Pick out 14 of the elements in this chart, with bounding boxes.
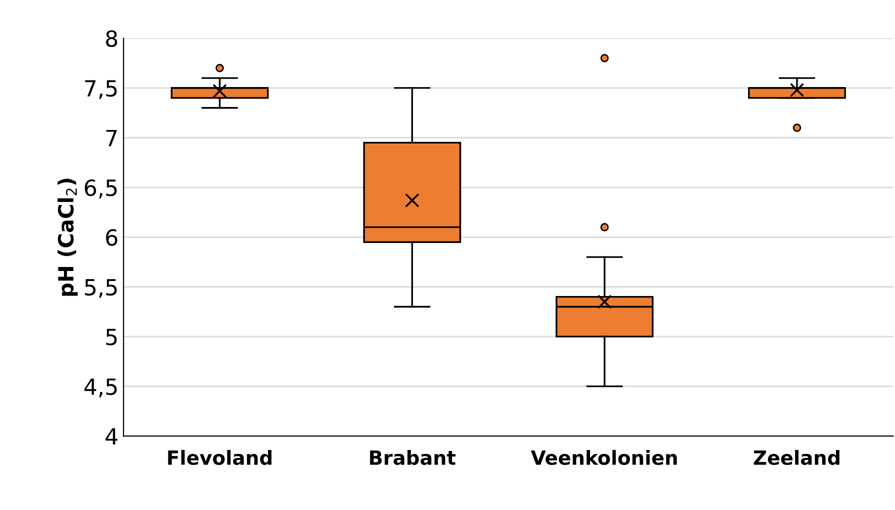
y-tick-label: 5 [106, 328, 117, 346]
y-axis-title: pH (CaCl$_{2}$) [58, 178, 78, 296]
y-tick-label: 4 [106, 428, 118, 444]
y-tick-label: 4,5 [84, 378, 117, 398]
y-tick-label: 8 [106, 30, 118, 48]
x-tick-label: Brabant [370, 450, 456, 465]
x-tick-label: Zeeland [754, 450, 840, 465]
y-tick-label: 5,5 [85, 279, 117, 298]
x-tick-label: Flevoland [168, 450, 272, 465]
y-tick-label: 6,5 [84, 179, 117, 198]
x-tick-label: Veenkolonien [530, 450, 677, 465]
y-tick-label: 7,5 [85, 80, 117, 99]
y-tick-label: 7 [106, 130, 117, 146]
y-tick-label: 6 [106, 229, 118, 246]
